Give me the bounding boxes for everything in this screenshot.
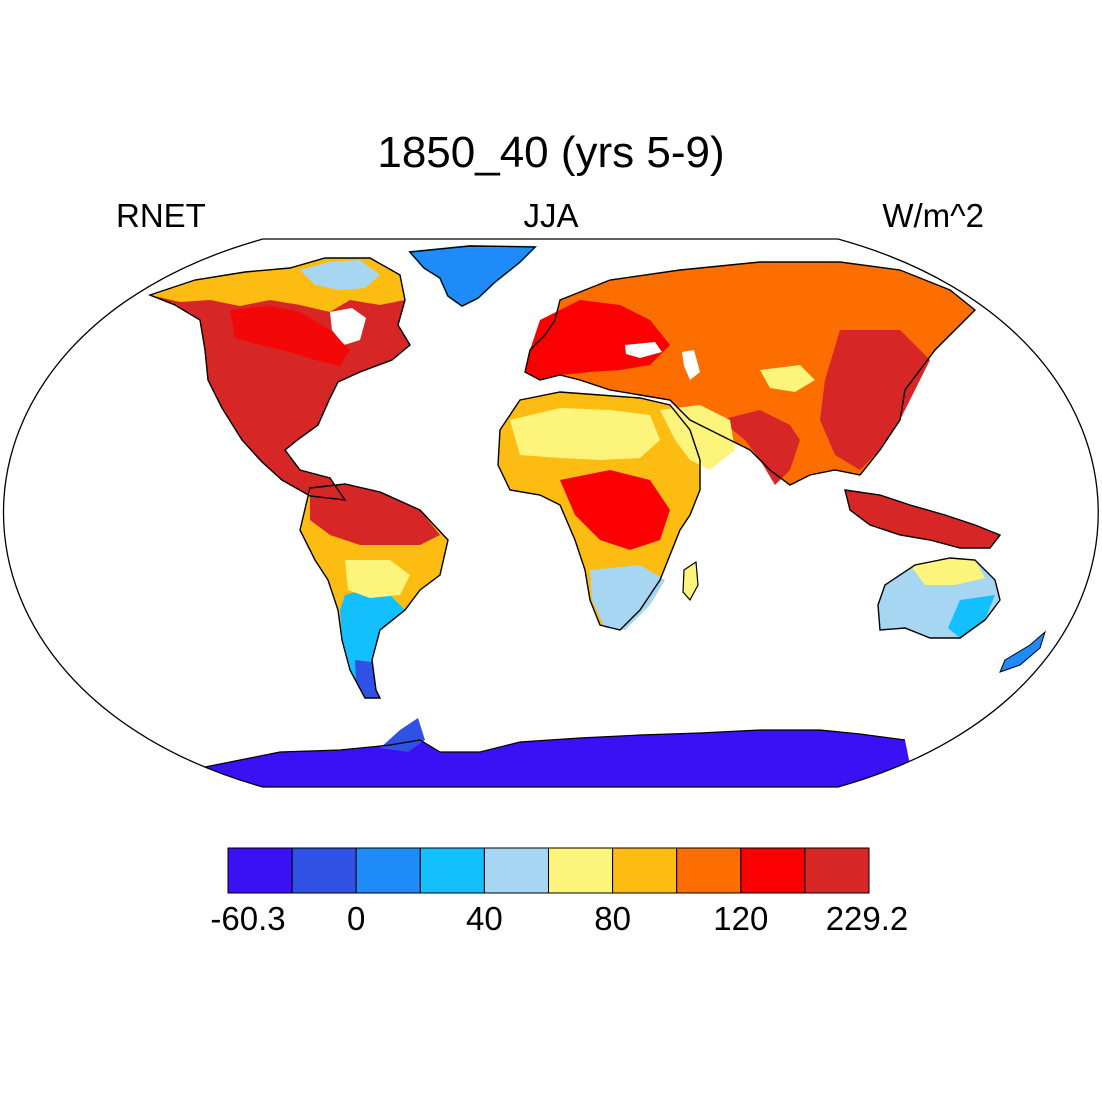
units-label: W/m^2 (882, 197, 984, 234)
hudson-bay (330, 308, 366, 345)
colorbar (227, 847, 870, 894)
colorbar-tick-label: 229.2 (825, 900, 909, 937)
central-asia-yellow (760, 365, 815, 392)
map-title: 1850_40 (yrs 5-9) (377, 128, 725, 177)
southern-africa (590, 565, 665, 630)
land-field (147, 244, 1047, 787)
greenland (407, 244, 538, 308)
colorbar-tick-label: 0 (347, 900, 366, 937)
variable-label: RNET (116, 197, 206, 234)
colorbar-tick-label: 40 (466, 900, 503, 937)
colorbar-box (227, 847, 293, 894)
arabia (660, 405, 735, 470)
colorbar-box (676, 847, 742, 894)
patagonia (355, 660, 380, 698)
canadian-arctic (300, 260, 380, 290)
sahara (510, 408, 660, 460)
australia-east (948, 595, 995, 638)
colorbar-box (740, 847, 806, 894)
se-asia-islands (845, 490, 1000, 548)
colorbar-box (804, 847, 870, 894)
australia-north (910, 558, 985, 585)
season-label: JJA (523, 197, 579, 234)
na-orange-band (230, 306, 350, 366)
colorbar-tick-label: 120 (713, 900, 769, 937)
east-asia (820, 330, 930, 470)
antarctic-peninsula (380, 718, 425, 752)
central-africa (560, 470, 670, 550)
colorbar-box (291, 847, 357, 894)
europe (525, 300, 670, 380)
colorbar-tick-label: -60.3 (210, 900, 286, 937)
colorbar-box (612, 847, 678, 894)
colorbar-box (419, 847, 485, 894)
caspian-sea (682, 350, 700, 380)
colorbar-box (548, 847, 614, 894)
madagascar (682, 560, 699, 602)
black-sea (625, 342, 662, 358)
new-zealand (999, 630, 1047, 673)
antarctica (190, 730, 915, 787)
colorbar-box (355, 847, 421, 894)
sa-central (345, 560, 410, 598)
colorbar-box (483, 847, 549, 894)
colorbar-tick-label: 80 (594, 900, 631, 937)
antarctica-coast (199, 729, 906, 769)
map-border (3, 238, 1099, 788)
south-asia (720, 410, 800, 485)
coastlines (147, 245, 1002, 699)
